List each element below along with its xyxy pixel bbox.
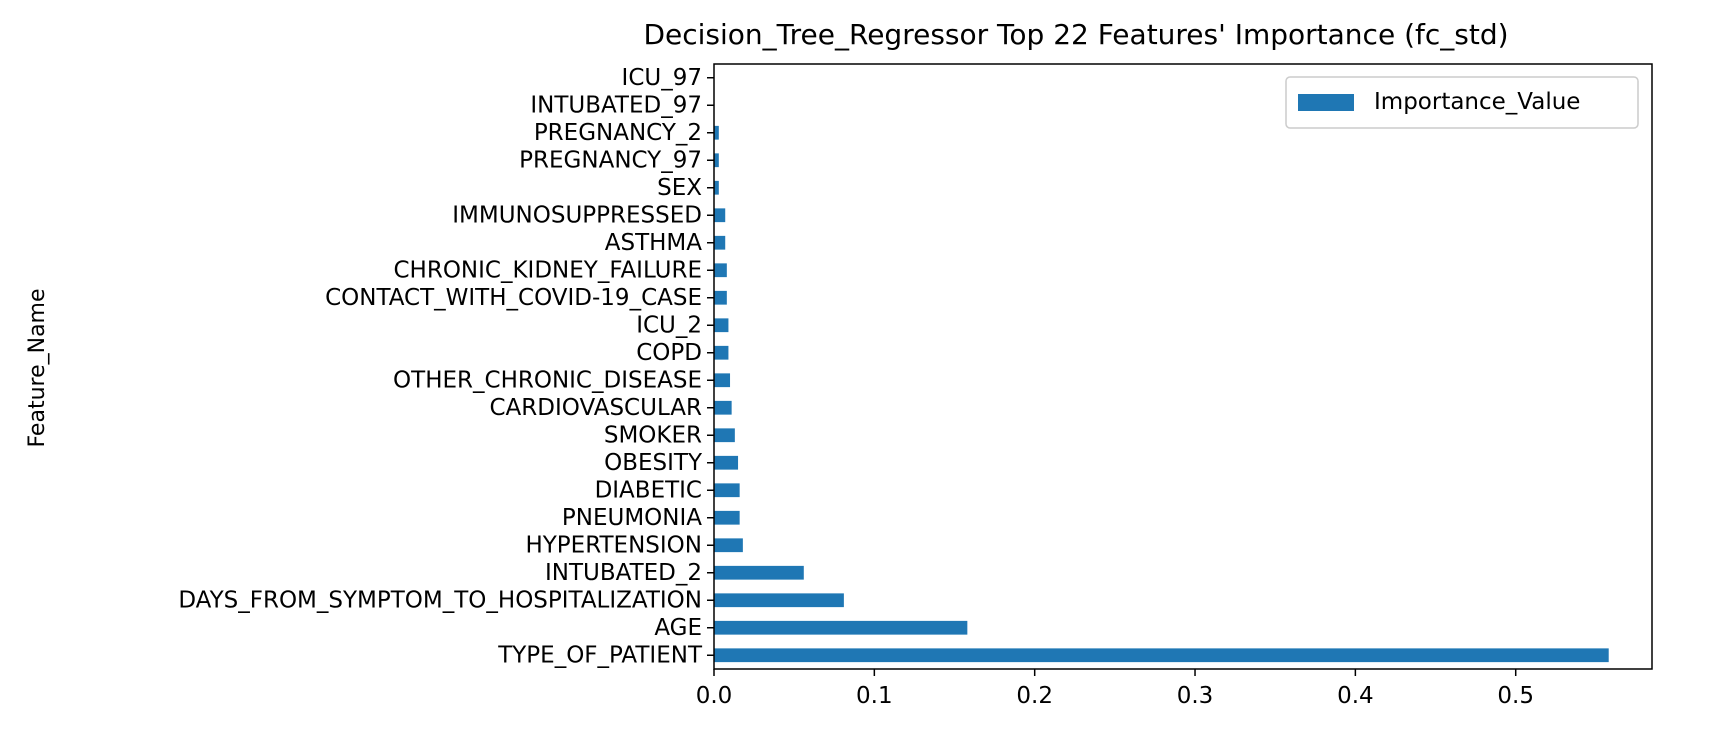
y-tick-label: ASTHMA — [605, 230, 703, 256]
bar-intubated-2 — [714, 565, 804, 580]
bar-pregnancy-2 — [714, 125, 719, 140]
y-tick-label: COPD — [636, 340, 702, 366]
y-tick-label: IMMUNOSUPPRESSED — [452, 202, 702, 228]
y-tick-label: ICU_2 — [636, 312, 702, 338]
y-tick-label: OTHER_CHRONIC_DISEASE — [393, 367, 702, 393]
y-tick-label: PREGNANCY_97 — [519, 147, 702, 173]
plot-frame — [713, 63, 1653, 670]
bar-contact-with-covid-19-case — [714, 290, 727, 305]
y-tick-label: ICU_97 — [622, 65, 702, 91]
x-tick-label: 0.0 — [696, 683, 733, 709]
bar-pneumonia — [714, 510, 740, 525]
y-tick-label: DAYS_FROM_SYMPTOM_TO_HOSPITALIZATION — [178, 587, 702, 613]
legend-box — [1285, 76, 1639, 129]
bar-hypertension — [714, 538, 743, 553]
x-ticks: 0.0 0.1 0.2 0.3 0.4 0.5 — [696, 669, 1534, 709]
y-tick-label: PREGNANCY_2 — [534, 120, 702, 146]
y-tick-label: SMOKER — [604, 422, 702, 448]
y-tick-label: INTUBATED_97 — [530, 92, 702, 118]
bar-cardiovascular — [714, 400, 732, 415]
bar-age — [714, 620, 968, 635]
bar-obesity — [714, 455, 739, 470]
y-ticks: TYPE_OF_PATIENTAGEDAYS_FROM_SYMPTOM_TO_H… — [178, 65, 714, 668]
bar-immunosuppressed — [714, 208, 726, 223]
bar-type-of-patient — [714, 648, 1609, 663]
x-tick-label: 0.4 — [1337, 683, 1374, 709]
y-tick-label: CHRONIC_KIDNEY_FAILURE — [393, 257, 702, 283]
y-tick-label: OBESITY — [604, 450, 703, 476]
bar-pregnancy-97 — [714, 153, 719, 168]
y-tick-label: TYPE_OF_PATIENT — [497, 642, 703, 668]
bar-sex — [714, 180, 719, 195]
y-tick-label: CARDIOVASCULAR — [489, 395, 702, 421]
bar-copd — [714, 345, 729, 360]
legend: Importance_Value — [1285, 76, 1639, 129]
y-tick-label: CONTACT_WITH_COVID-19_CASE — [325, 285, 702, 311]
bar-icu-2 — [714, 318, 729, 333]
legend-swatch — [1298, 94, 1354, 111]
bar-asthma — [714, 235, 726, 250]
bar-other-chronic-disease — [714, 373, 731, 388]
y-axis-label: Feature_Name — [25, 288, 50, 447]
bar-smoker — [714, 428, 735, 443]
y-tick-label: SEX — [657, 175, 702, 201]
y-tick-label: INTUBATED_2 — [545, 560, 702, 586]
legend-label: Importance_Value — [1374, 89, 1580, 115]
bar-diabetic — [714, 483, 740, 498]
chart-title: Decision_Tree_Regressor Top 22 Features'… — [643, 18, 1508, 51]
x-tick-label: 0.1 — [856, 683, 893, 709]
bar-chronic-kidney-failure — [714, 263, 727, 278]
x-tick-label: 0.3 — [1177, 683, 1214, 709]
bar-days-from-symptom-to-hospitalization — [714, 593, 844, 608]
y-tick-label: AGE — [654, 615, 702, 641]
bars-group — [714, 125, 1609, 663]
y-tick-label: DIABETIC — [595, 477, 702, 503]
x-tick-label: 0.2 — [1016, 683, 1053, 709]
x-tick-label: 0.5 — [1497, 683, 1534, 709]
y-tick-label: HYPERTENSION — [525, 532, 702, 558]
y-tick-label: PNEUMONIA — [562, 505, 702, 531]
